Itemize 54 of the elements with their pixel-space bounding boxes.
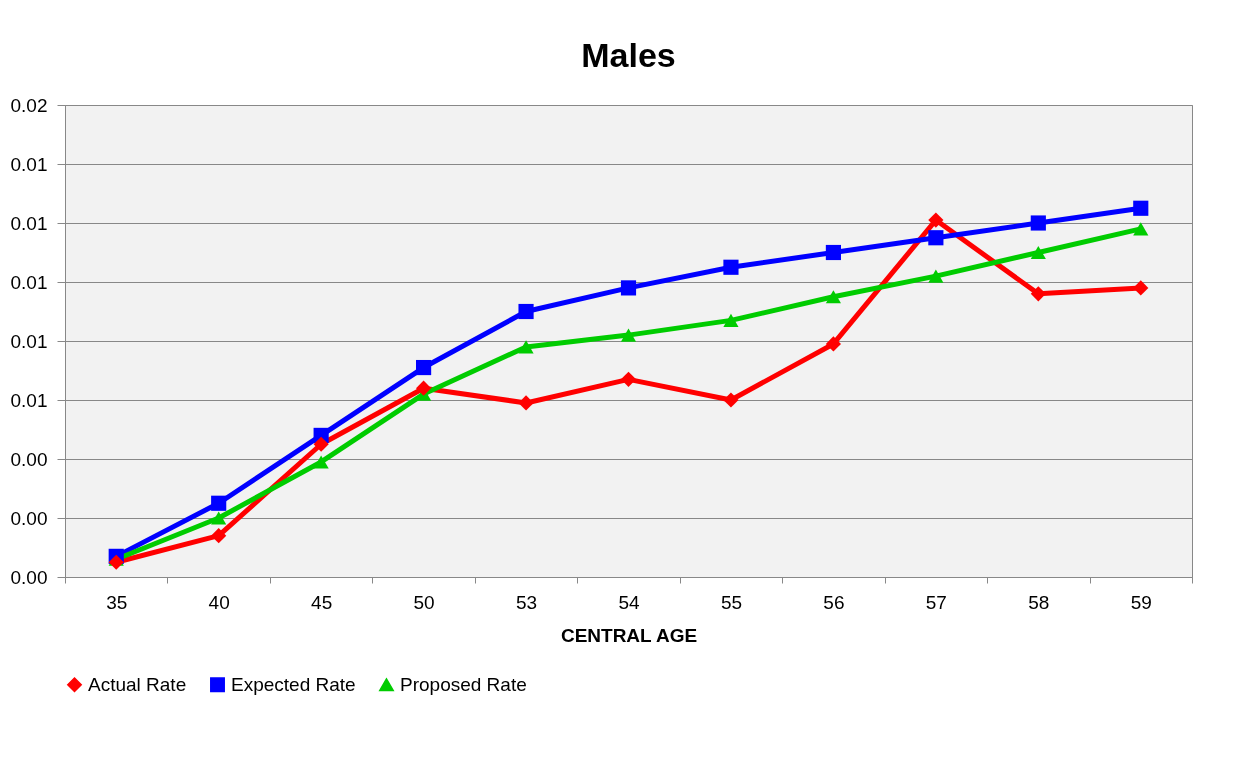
x-tick-label: 59 [1130, 591, 1152, 613]
point [620, 328, 637, 342]
y-tick-label: 0.01 [10, 212, 48, 234]
point [313, 436, 329, 452]
point [1030, 215, 1046, 231]
point [1030, 286, 1046, 302]
point [518, 303, 534, 320]
point [620, 280, 637, 296]
y-tick-label: 0.00 [10, 448, 48, 470]
point [211, 528, 227, 544]
point [928, 212, 944, 228]
y-tick-label: 0.02 [10, 94, 48, 116]
legend-label: Expected Rate [231, 673, 356, 695]
y-tick-label: 0.01 [10, 330, 48, 352]
y-tick-label: 0.01 [10, 153, 48, 175]
point [518, 340, 534, 354]
point [1133, 200, 1149, 216]
x-tick-label: 58 [1028, 591, 1050, 613]
x-tick-label: 55 [720, 591, 743, 613]
point [1133, 280, 1149, 296]
x-tick-label: 45 [311, 591, 333, 613]
x-tick-label: 50 [413, 591, 435, 613]
y-tick-label: 0.01 [10, 271, 48, 293]
point [928, 230, 944, 246]
point [416, 359, 432, 376]
point [416, 380, 432, 396]
y-tick-label: 0.01 [10, 389, 48, 411]
point [518, 395, 534, 411]
point [928, 269, 944, 283]
point [723, 392, 739, 408]
point [723, 313, 739, 327]
chart-title: Males [581, 36, 676, 74]
point [825, 290, 841, 304]
point [620, 371, 637, 387]
x-tick-label: 40 [208, 591, 230, 613]
x-tick-label: 54 [618, 591, 640, 613]
point [825, 244, 841, 261]
point [108, 554, 124, 570]
point [313, 455, 329, 469]
y-tick-label: 0.00 [10, 507, 48, 529]
legend-label: Actual Rate [88, 673, 187, 695]
x-tick-label: 35 [106, 591, 128, 613]
point [723, 259, 739, 275]
x-tick-label: 53 [515, 591, 538, 613]
x-axis-title: CENTRAL AGE [560, 624, 698, 646]
point [825, 336, 841, 352]
x-tick-label: 57 [925, 591, 947, 613]
y-tick-label: 0.00 [10, 566, 48, 588]
legend-label: Proposed Rate [400, 673, 527, 695]
point [1133, 222, 1149, 236]
x-tick-label: 56 [823, 591, 845, 613]
point [211, 495, 227, 511]
point [211, 511, 227, 525]
point [1030, 245, 1046, 260]
